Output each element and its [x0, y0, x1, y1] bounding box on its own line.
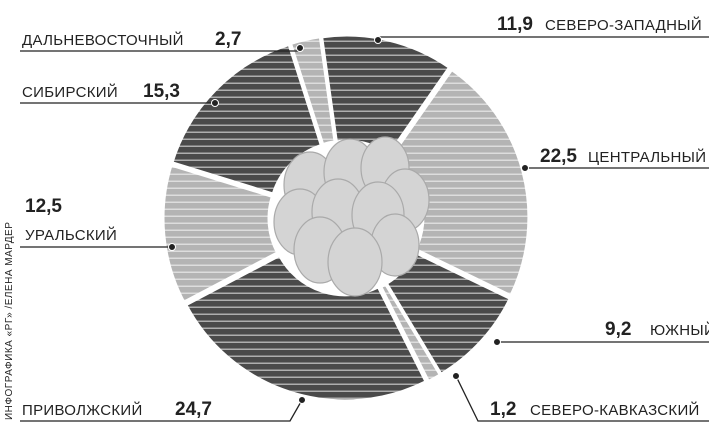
leader-dot: [168, 243, 176, 251]
credit: ИНФОГРАФИКА «РГ» /ЕЛЕНА МАРДЕР: [4, 222, 15, 420]
category-label: ДАЛЬНЕВОСТОЧНЫЙ: [22, 31, 184, 49]
leader-line: [20, 399, 303, 422]
value-label: 9,2: [605, 319, 631, 340]
leader-dot: [521, 164, 529, 172]
category-label: СИБИРСКИЙ: [22, 83, 118, 101]
category-label: СЕВЕРО-КАВКАЗСКИЙ: [530, 401, 700, 419]
category-label: СЕВЕРО-ЗАПАДНЫЙ: [545, 16, 702, 34]
value-label: 11,9: [497, 14, 533, 35]
eggs-illustration: [273, 136, 430, 297]
leader-dot: [211, 99, 219, 107]
category-label: ПРИВОЛЖСКИЙ: [22, 401, 143, 419]
leader-dot: [374, 36, 382, 44]
leader-dot: [296, 44, 304, 52]
value-label: 22,5: [540, 146, 577, 167]
category-label: ЦЕНТРАЛЬНЫЙ: [588, 148, 706, 166]
value-label: 1,2: [490, 399, 516, 420]
leader-dot: [298, 396, 306, 404]
value-label: 24,7: [175, 399, 212, 420]
category-label: УРАЛЬСКИЙ: [25, 226, 117, 244]
leader-dot: [452, 372, 460, 380]
value-label: 15,3: [143, 81, 180, 102]
value-label: 12,5: [25, 196, 62, 217]
leader-line: [455, 375, 709, 422]
category-label: ЮЖНЫЙ: [650, 321, 709, 339]
value-label: 2,7: [215, 29, 241, 50]
leader-dot: [493, 338, 501, 346]
